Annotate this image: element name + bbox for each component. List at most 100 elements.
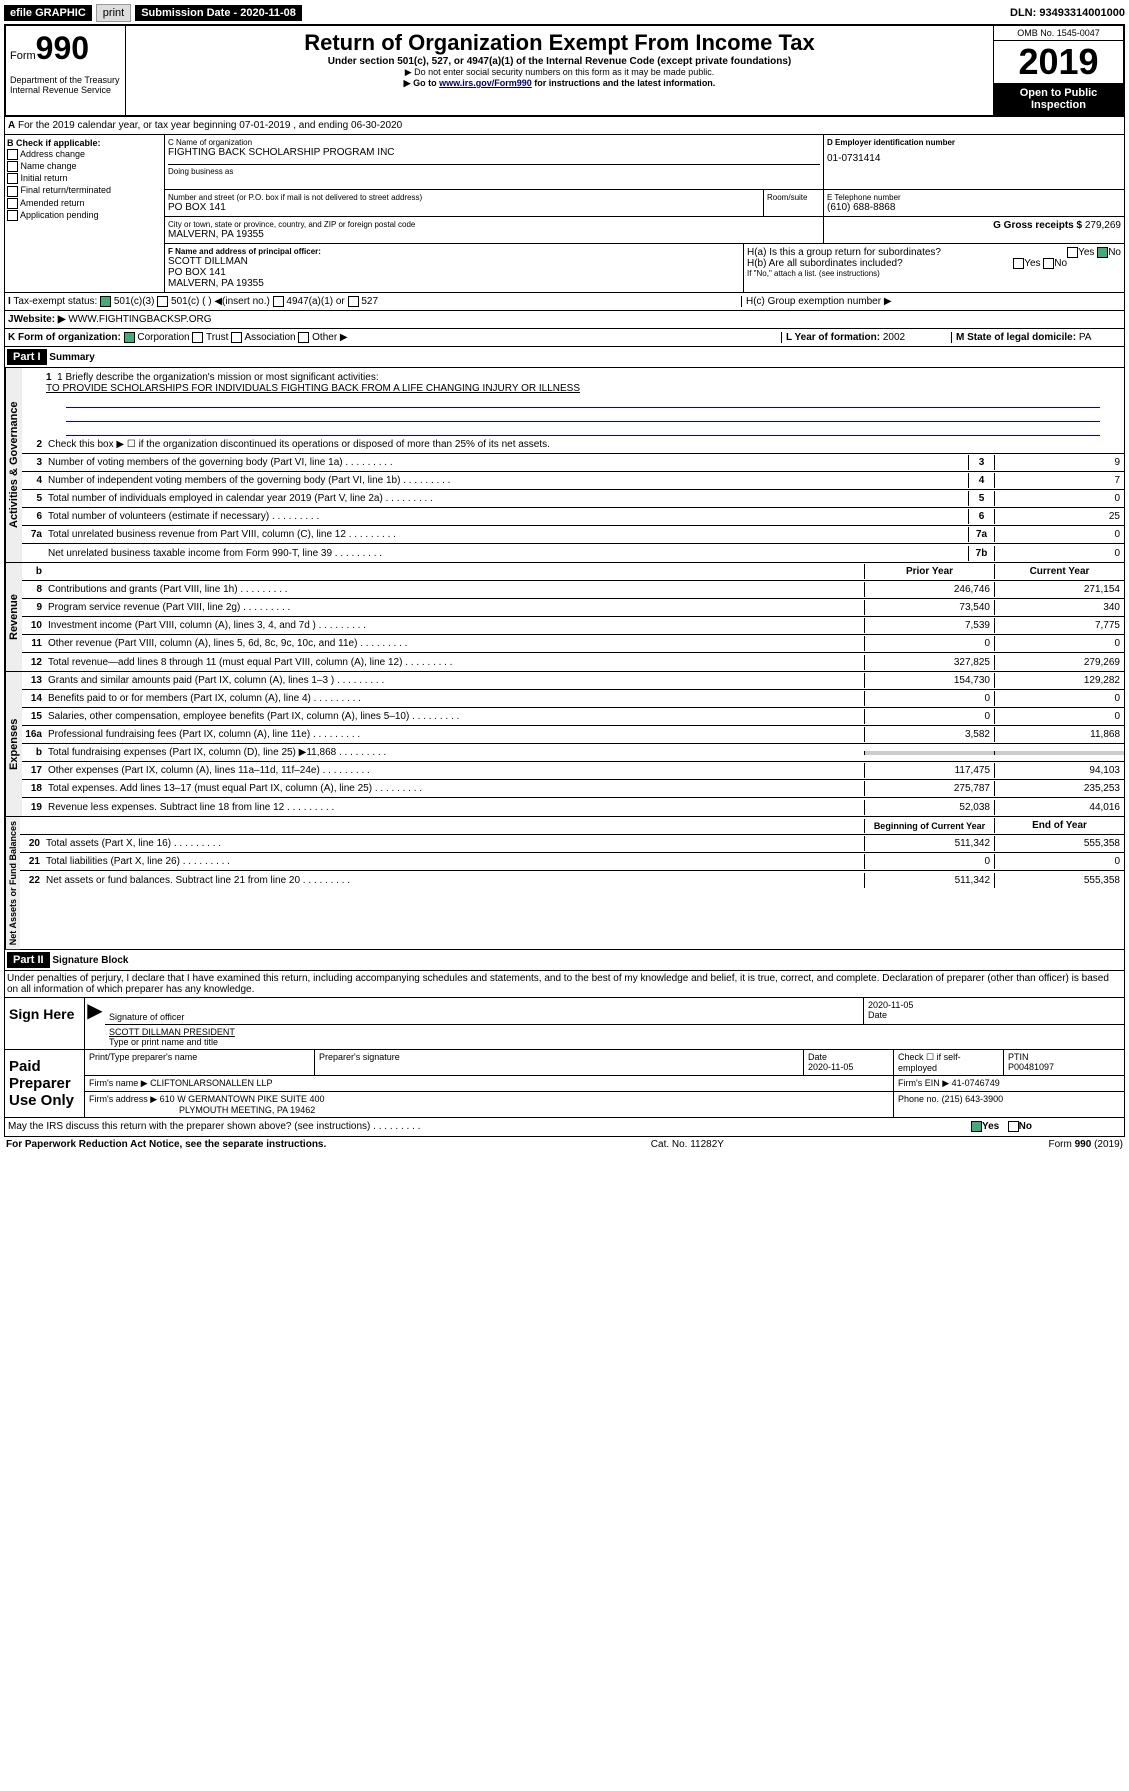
prior-val: 73,540: [864, 600, 994, 615]
tax-status-label: Tax-exempt status:: [13, 296, 97, 307]
paid-preparer: Paid Preparer Use Only: [5, 1050, 85, 1117]
line1-label: 1 1 Briefly describe the organization's …: [46, 372, 1120, 383]
line-text: Benefits paid to or for members (Part IX…: [46, 691, 864, 706]
prior-val: 246,746: [864, 582, 994, 597]
addr-label: Number and street (or P.O. box if mail i…: [168, 193, 760, 202]
ein-label: D Employer identification number: [827, 138, 955, 147]
hb-note: If "No," attach a list. (see instruction…: [747, 269, 1121, 278]
check-self: Check ☐ if self-employed: [894, 1050, 1004, 1075]
box-b: B Check if applicable: Address change Na…: [5, 135, 165, 292]
paperwork-notice: For Paperwork Reduction Act Notice, see …: [6, 1139, 326, 1150]
current-val: 279,269: [994, 655, 1124, 670]
part2-title: Signature Block: [52, 955, 128, 966]
org-name: FIGHTING BACK SCHOLARSHIP PROGRAM INC: [168, 147, 820, 158]
line-text: Number of voting members of the governin…: [46, 455, 968, 470]
prior-val: 7,539: [864, 618, 994, 633]
note2-post: for instructions and the latest informat…: [532, 78, 716, 88]
current-val: 44,016: [994, 800, 1124, 815]
prior-val: 511,342: [864, 836, 994, 851]
line-val: 0: [994, 546, 1124, 561]
prior-val: 3,582: [864, 727, 994, 742]
note2-pre: ▶ Go to: [404, 78, 439, 88]
mission-text: TO PROVIDE SCHOLARSHIPS FOR INDIVIDUALS …: [46, 383, 1120, 394]
dba-label: Doing business as: [168, 164, 820, 176]
prior-val: 0: [864, 691, 994, 706]
ha-label: H(a) Is this a group return for subordin…: [747, 247, 941, 258]
line-text: Revenue less expenses. Subtract line 18 …: [46, 800, 864, 815]
line-text: Number of independent voting members of …: [46, 473, 968, 488]
dln: DLN: 93493314001000: [1010, 7, 1125, 19]
line-text: Total revenue—add lines 8 through 11 (mu…: [46, 655, 864, 670]
print-btn[interactable]: print: [96, 4, 131, 22]
phone-val: (610) 688-8868: [827, 202, 1121, 213]
current-val: 271,154: [994, 582, 1124, 597]
line-text: Total number of individuals employed in …: [46, 491, 968, 506]
vert-governance: Activities & Governance: [5, 368, 22, 562]
form-title: Return of Organization Exempt From Incom…: [130, 30, 989, 56]
line-val: 9: [994, 455, 1124, 470]
hc-label: H(c) Group exemption number ▶: [746, 296, 892, 307]
form-footer: Form 990 (2019): [1049, 1139, 1123, 1150]
addr: PO BOX 141: [168, 202, 760, 213]
cat-no: Cat. No. 11282Y: [651, 1139, 724, 1150]
discuss-label: May the IRS discuss this return with the…: [8, 1121, 971, 1132]
line-text: Salaries, other compensation, employee b…: [46, 709, 864, 724]
city-label: City or town, state or province, country…: [168, 220, 820, 229]
form-prefix: Form: [10, 50, 36, 62]
dept: Department of the Treasury Internal Reve…: [10, 75, 121, 95]
part1-header: Part I: [7, 349, 47, 365]
topbar: efile GRAPHIC print Submission Date - 20…: [4, 4, 1125, 22]
line-text: Net assets or fund balances. Subtract li…: [44, 873, 864, 888]
line-text: Contributions and grants (Part VIII, lin…: [46, 582, 864, 597]
declaration: Under penalties of perjury, I declare th…: [4, 971, 1125, 998]
prep-date: 2020-11-05: [808, 1062, 853, 1072]
prior-val: 511,342: [864, 873, 994, 888]
tax-year: 2019: [994, 41, 1123, 83]
current-val: [994, 751, 1124, 755]
line2: Check this box ▶ ☐ if the organization d…: [46, 437, 1124, 452]
vert-revenue: Revenue: [5, 563, 22, 671]
note1: ▶ Do not enter social security numbers o…: [130, 67, 989, 78]
line-val: 7: [994, 473, 1124, 488]
prep-name-label: Print/Type preparer's name: [85, 1050, 315, 1075]
form-number: 990: [36, 30, 89, 66]
prior-val: 154,730: [864, 673, 994, 688]
current-val: 340: [994, 600, 1124, 615]
section-a: B Check if applicable: Address change Na…: [4, 135, 1125, 293]
line-text: Other expenses (Part IX, column (A), lin…: [46, 763, 864, 778]
firm-addr1: 610 W GERMANTOWN PIKE SUITE 400: [160, 1094, 325, 1104]
line-text: Total fundraising expenses (Part IX, col…: [46, 745, 864, 760]
sig-officer-label: Signature of officer: [105, 998, 864, 1024]
prior-val: 52,038: [864, 800, 994, 815]
current-val: 0: [994, 691, 1124, 706]
omb: OMB No. 1545-0047: [994, 26, 1123, 41]
part1-title: Summary: [49, 352, 95, 363]
ptin: P00481097: [1008, 1062, 1054, 1072]
part2-header: Part II: [7, 952, 50, 968]
current-val: 235,253: [994, 781, 1124, 796]
formorg-label: K Form of organization:: [8, 332, 121, 343]
firm-addr2: PLYMOUTH MEETING, PA 19462: [179, 1105, 315, 1115]
officer-printed: SCOTT DILLMAN PRESIDENT: [109, 1027, 235, 1037]
line-text: Total assets (Part X, line 16): [44, 836, 864, 851]
line-text: Professional fundraising fees (Part IX, …: [46, 727, 864, 742]
line-text: Grants and similar amounts paid (Part IX…: [46, 673, 864, 688]
city: MALVERN, PA 19355: [168, 229, 820, 240]
line-text: Total unrelated business revenue from Pa…: [46, 527, 968, 542]
efile-btn[interactable]: efile GRAPHIC: [4, 5, 92, 21]
room-label: Room/suite: [767, 193, 820, 202]
form-header: Form990 Department of the Treasury Inter…: [4, 24, 1125, 117]
current-val: 0: [994, 854, 1124, 869]
line-text: Total liabilities (Part X, line 26): [44, 854, 864, 869]
firm-ein: 41-0746749: [952, 1078, 1000, 1088]
line-val: 25: [994, 509, 1124, 524]
current-val: 7,775: [994, 618, 1124, 633]
period: A For the 2019 calendar year, or tax yea…: [4, 117, 1125, 135]
line-val: 0: [994, 491, 1124, 506]
current-val: 555,358: [994, 836, 1124, 851]
current-val: 129,282: [994, 673, 1124, 688]
officer-name: SCOTT DILLMAN: [168, 256, 740, 267]
irs-link[interactable]: www.irs.gov/Form990: [439, 78, 532, 88]
line-text: Total number of volunteers (estimate if …: [46, 509, 968, 524]
prior-val: 275,787: [864, 781, 994, 796]
